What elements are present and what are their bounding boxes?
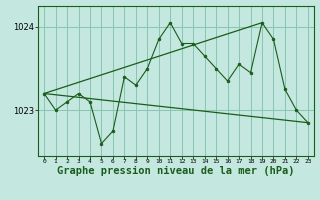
X-axis label: Graphe pression niveau de la mer (hPa): Graphe pression niveau de la mer (hPa): [57, 166, 295, 176]
